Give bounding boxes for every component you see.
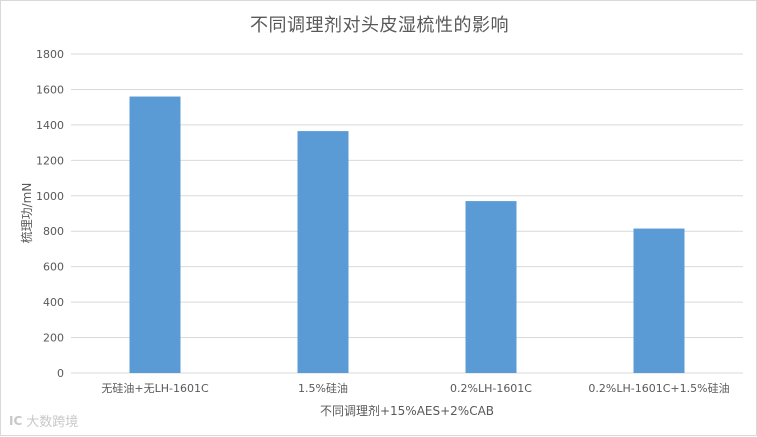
y-tick-label: 1800 <box>36 48 64 61</box>
y-tick-label: 1200 <box>36 154 64 167</box>
y-tick-label: 0 <box>57 367 64 380</box>
x-tick-label: 0.2%LH-1601C+1.5%硅油 <box>588 381 729 395</box>
x-axis-label: 不同调理剂+15%AES+2%CAB <box>320 403 494 418</box>
y-tick-label: 1600 <box>36 83 64 96</box>
y-tick-label: 1000 <box>36 190 64 203</box>
y-tick-label: 400 <box>43 296 64 309</box>
y-tick-labels: 0 200 400 600 800 1000 1200 1400 1600 1800 <box>36 48 64 380</box>
bar <box>297 131 349 373</box>
y-tick-label: 200 <box>43 332 64 345</box>
y-tick-label: 1400 <box>36 119 64 132</box>
bar <box>129 96 181 374</box>
chart-title: 不同调理剂对头皮湿梳性的影响 <box>250 15 509 36</box>
x-tick-label: 0.2%LH-1601C <box>450 382 532 395</box>
watermark-logo-icon: IC <box>9 413 23 428</box>
y-tick-label: 800 <box>43 225 64 238</box>
bars <box>129 96 685 374</box>
watermark-text: 大数跨境 <box>26 415 79 430</box>
bar <box>633 228 685 373</box>
y-axis-label: 梳理功/mN <box>19 183 34 244</box>
watermark: IC 大数跨境 <box>9 411 79 431</box>
bar <box>465 201 517 373</box>
x-tick-label: 1.5%硅油 <box>298 381 348 395</box>
y-tick-label: 600 <box>43 261 64 274</box>
grid-lines <box>71 53 743 374</box>
x-tick-label: 无硅油+无LH-1601C <box>101 381 209 395</box>
x-tick-labels: 无硅油+无LH-1601C 1.5%硅油 0.2%LH-1601C 0.2%LH-16… <box>101 381 729 395</box>
